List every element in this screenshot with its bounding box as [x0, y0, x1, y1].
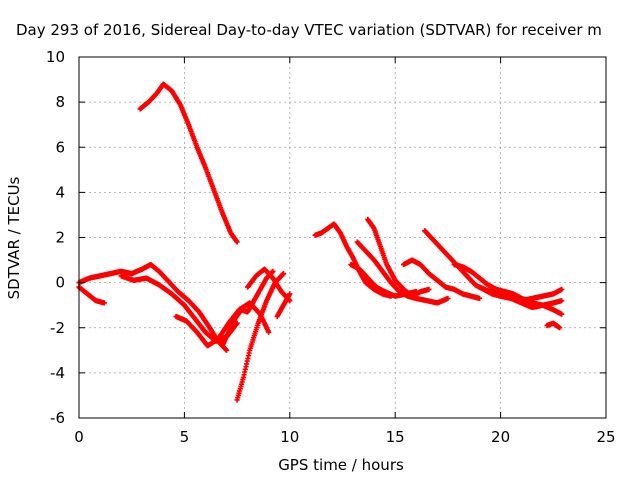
y-tick-label: 10: [46, 48, 65, 66]
x-tick-label: 10: [280, 428, 299, 446]
x-tick-label: 5: [180, 428, 190, 446]
data-series: [401, 257, 483, 301]
data-point: [266, 329, 272, 335]
data-series: [76, 284, 107, 306]
data-point: [559, 298, 565, 304]
data-point: [559, 286, 565, 292]
data-series: [354, 239, 451, 306]
grid-lines: [79, 57, 606, 418]
x-tick-label: 15: [386, 428, 405, 446]
y-tick-label: -6: [50, 409, 65, 427]
x-tick-label: 20: [491, 428, 510, 446]
data-series: [348, 262, 419, 299]
data-series: [498, 291, 565, 310]
y-tick-label: -4: [50, 364, 65, 382]
data-series: [219, 268, 276, 349]
y-tick-label: 2: [55, 229, 65, 247]
data-series: [544, 320, 563, 331]
y-axis-title: SDTVAR / TECUs: [5, 176, 23, 299]
data-point: [270, 268, 276, 274]
axis-ticks: [78, 56, 607, 419]
data-point: [224, 347, 230, 353]
x-tick-label: 25: [596, 428, 615, 446]
data-points: [76, 81, 565, 403]
data-series: [76, 262, 154, 286]
y-tick-label: 4: [55, 183, 65, 201]
data-point: [413, 289, 419, 295]
data-point: [101, 300, 107, 306]
chart-title: Day 293 of 2016, Sidereal Day-to-day VTE…: [16, 21, 602, 39]
data-point: [234, 239, 240, 245]
data-series: [451, 262, 565, 317]
data-series: [365, 216, 432, 299]
data-series: [148, 262, 230, 353]
data-point: [445, 295, 451, 301]
y-tick-label: 8: [55, 93, 65, 111]
x-axis-title: GPS time / hours: [278, 456, 404, 474]
data-series: [274, 291, 293, 320]
data-point: [476, 295, 483, 301]
y-tick-label: 0: [55, 274, 65, 292]
y-tick-label: 6: [55, 138, 65, 156]
data-point: [280, 271, 287, 277]
data-point: [557, 325, 563, 331]
data-point: [426, 286, 432, 292]
data-point: [287, 291, 293, 297]
y-tick-label: -2: [50, 319, 65, 337]
data-series: [137, 81, 240, 245]
tick-labels: 0 5 10 15 20 25 -6 -4 -2 0 2 4 6 8 10: [46, 48, 616, 446]
data-point: [559, 311, 565, 317]
x-tick-label: 0: [74, 428, 84, 446]
